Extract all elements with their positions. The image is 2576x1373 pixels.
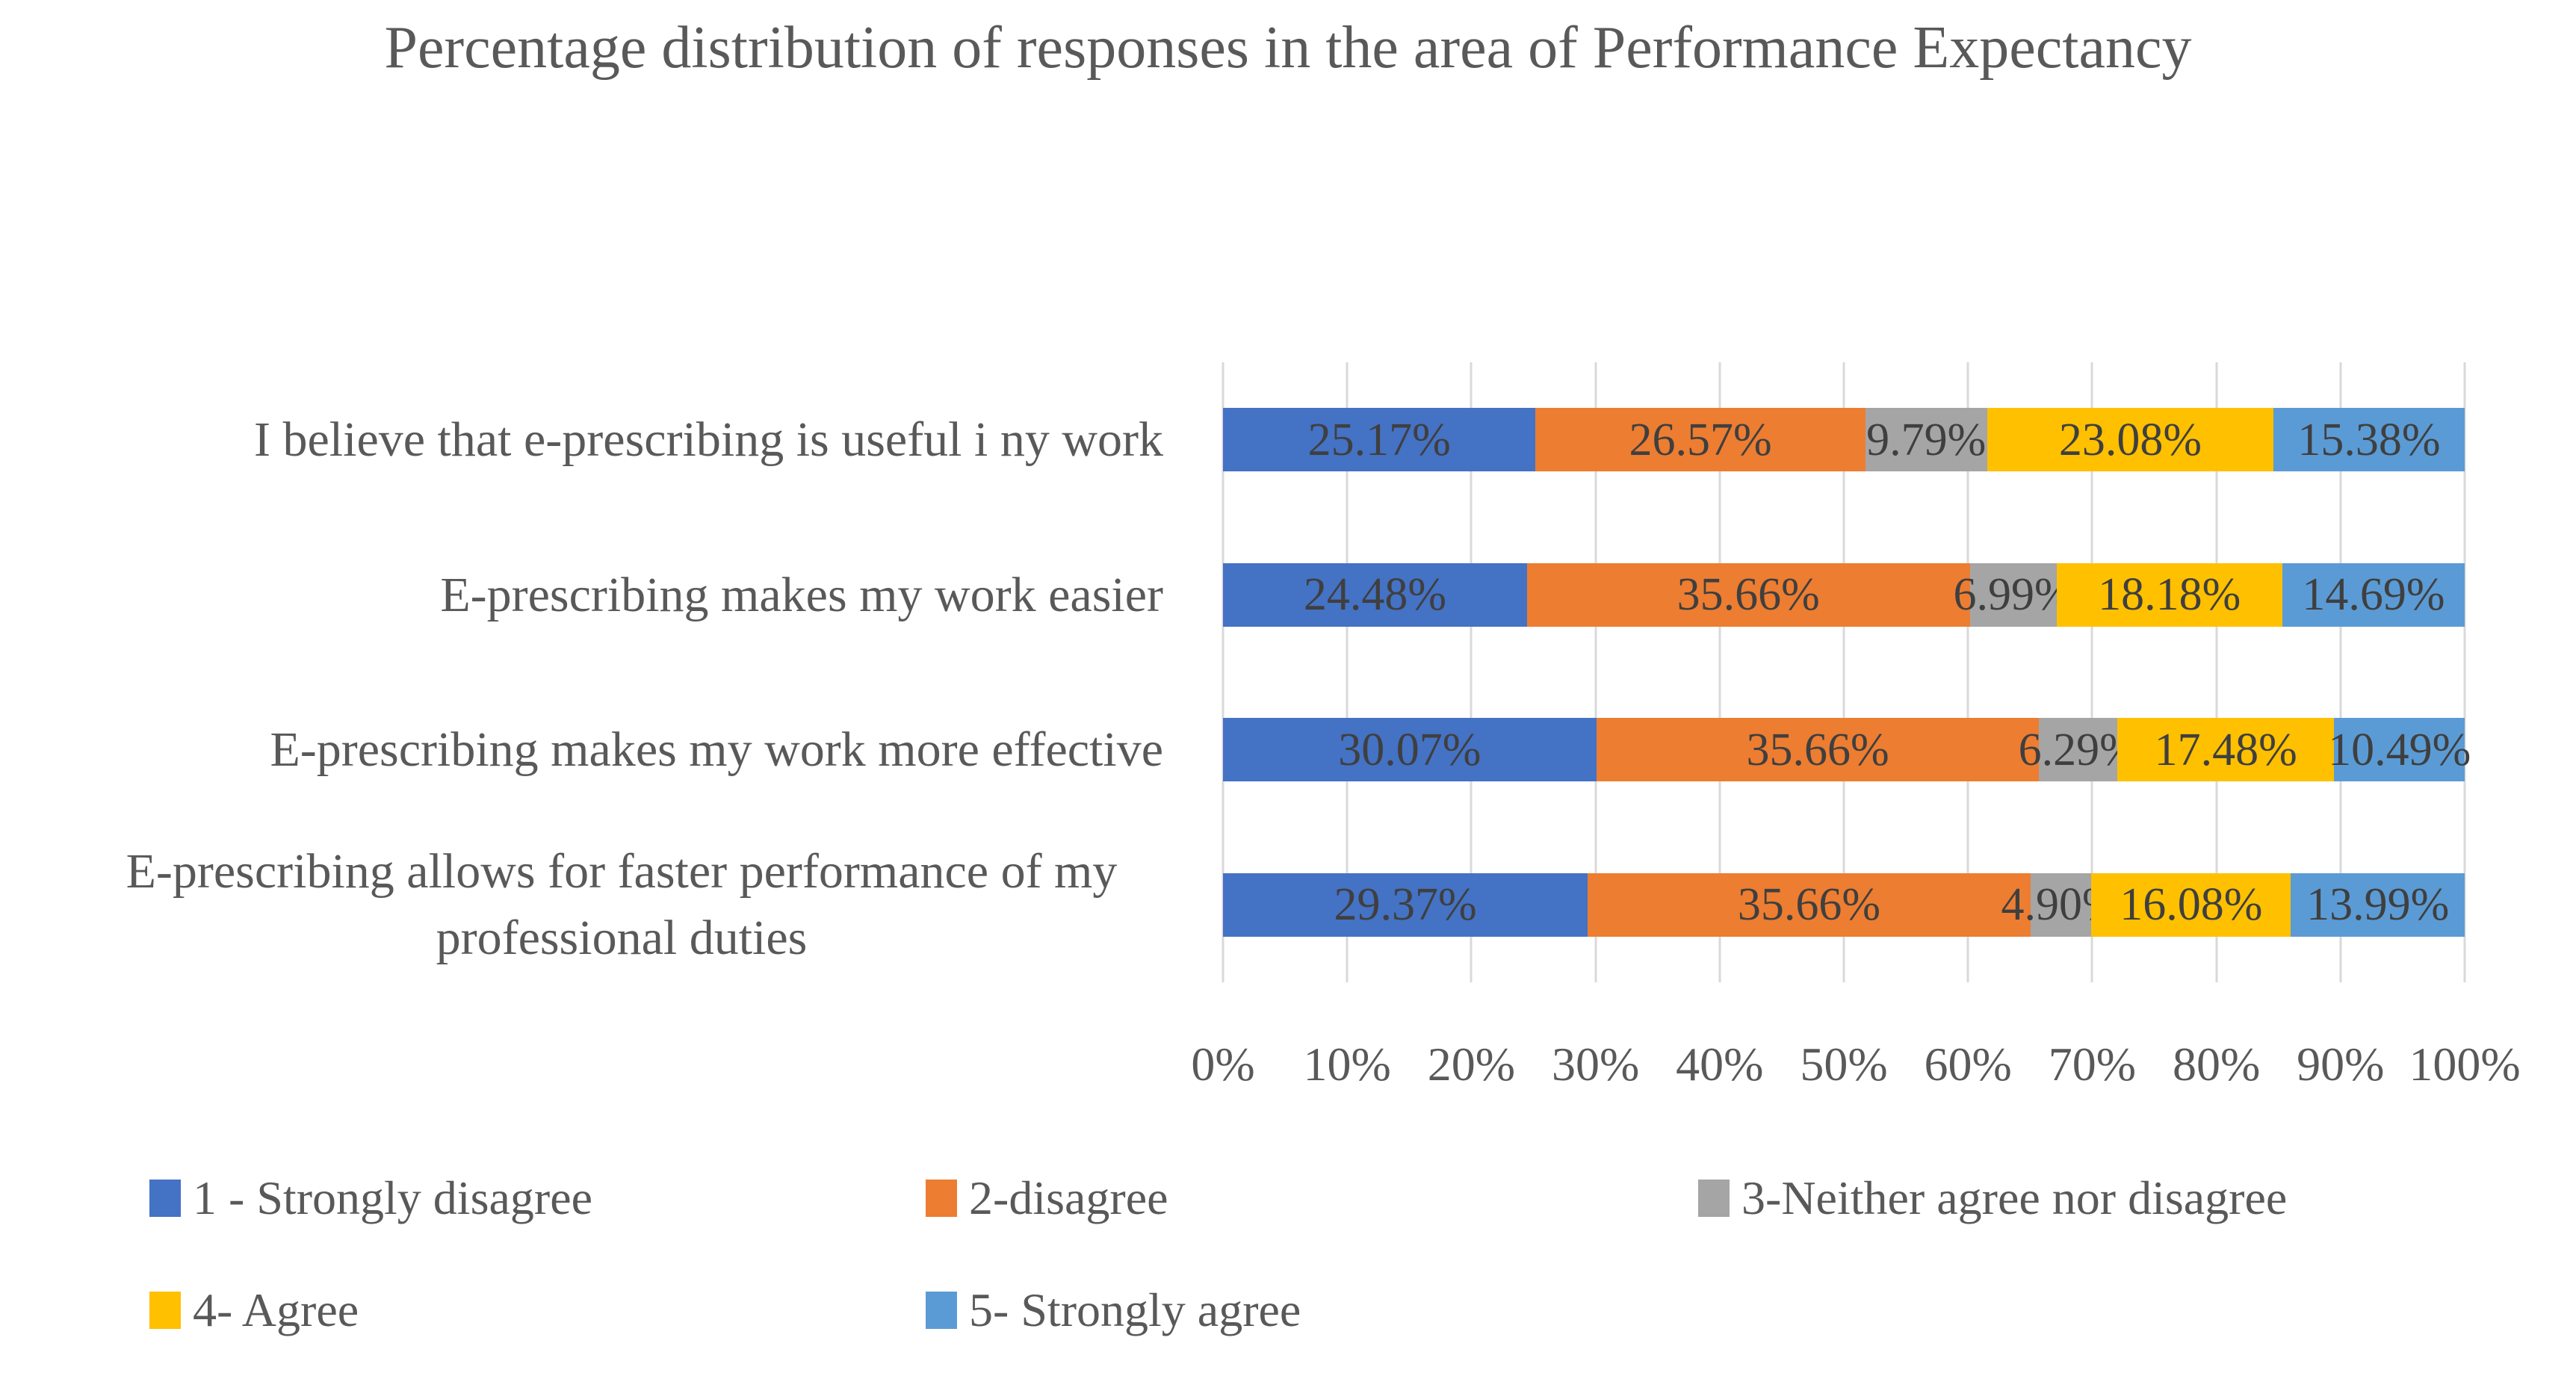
legend-item: 2-disagree (926, 1174, 1168, 1222)
x-tick-label: 50% (1800, 1038, 1888, 1091)
gridline (2463, 362, 2466, 982)
legend-swatch (149, 1292, 181, 1329)
bar-segment: 35.66% (1588, 873, 2031, 937)
legend-label: 1 - Strongly disagree (193, 1171, 592, 1224)
bar-row: 29.37% 35.66% 4.90% 16.08% 13.99% (1223, 873, 2465, 937)
bar-value-label: 13.99% (2306, 879, 2450, 931)
bar-value-label: 30.07% (1338, 724, 1481, 775)
gridline (1346, 362, 1349, 982)
gridline (1222, 362, 1224, 982)
x-tick-label: 30% (1551, 1038, 1640, 1091)
gridline (1718, 362, 1721, 982)
bar-segment: 10.49% (2328, 718, 2471, 782)
x-tick-label: 20% (1427, 1038, 1516, 1091)
bar-value-label: 35.66% (1746, 724, 1889, 775)
bar-segment: 6.29% (2019, 718, 2138, 782)
bar-segment: 15.38% (2273, 408, 2465, 472)
plot-area: 25.17% 26.57% 9.79% 23.08% 15.38% 24.48% 35.66… (1222, 362, 2471, 982)
bar-value-label: 17.48% (2154, 724, 2297, 775)
category-label: E-prescribing makes my work more effecti… (270, 722, 1163, 778)
bar-segment: 14.69% (2282, 562, 2465, 627)
category-axis: I believe that e-prescribing is useful i… (0, 362, 1192, 982)
legend-swatch (926, 1180, 957, 1217)
gridline (2090, 362, 2093, 982)
bar-segment: 9.79% (1865, 408, 1987, 472)
bar-segment: 35.66% (1526, 562, 1970, 627)
chart-title: Percentage distribution of responses in … (384, 15, 2192, 81)
x-tick-label: 90% (2297, 1038, 2385, 1091)
x-tick-label: 100% (2409, 1038, 2521, 1091)
x-tick-label: 70% (2048, 1038, 2137, 1091)
bar-value-label: 15.38% (2297, 414, 2441, 465)
bar-value-label: 35.66% (1737, 879, 1881, 931)
bar-value-label: 9.79% (1866, 414, 1987, 465)
bar-value-label: 23.08% (2058, 414, 2202, 465)
bar-row: 25.17% 26.57% 9.79% 23.08% 15.38% (1223, 408, 2465, 472)
bar-segment: 6.99% (1954, 562, 2073, 627)
x-tick-label: 80% (2172, 1038, 2261, 1091)
x-tick-label: 60% (1924, 1038, 2012, 1091)
x-tick-label: 0% (1191, 1038, 1255, 1091)
bar-value-label: 29.37% (1334, 879, 1477, 931)
bar-value-label: 35.66% (1676, 569, 1820, 621)
legend-item: 3-Neither agree nor disagree (1698, 1174, 2287, 1222)
legend-item: 5- Strongly agree (926, 1286, 1301, 1334)
bar-value-label: 16.08% (2120, 879, 2263, 931)
bar-segment: 18.18% (2056, 562, 2282, 627)
bar-segment: 23.08% (1987, 408, 2274, 472)
legend-swatch (149, 1180, 181, 1217)
x-tick-label: 40% (1676, 1038, 1764, 1091)
legend-label: 2-disagree (969, 1171, 1168, 1224)
bar-segment: 17.48% (2117, 718, 2335, 782)
bar-segment: 29.37% (1223, 873, 1588, 937)
bar-value-label: 14.69% (2302, 569, 2445, 621)
bar-segment: 25.17% (1223, 408, 1536, 472)
legend-label: 3-Neither agree nor disagree (1741, 1171, 2288, 1224)
legend-swatch (1698, 1180, 1730, 1217)
bar-segment: 30.07% (1223, 718, 1597, 782)
bar-value-label: 18.18% (2098, 569, 2241, 621)
legend-item: 4- Agree (149, 1286, 359, 1334)
category-label: I believe that e-prescribing is useful i… (254, 412, 1163, 468)
bar-value-label: 26.57% (1629, 414, 1772, 465)
gridline (1966, 362, 1969, 982)
legend-label: 4- Agree (193, 1283, 359, 1336)
gridline (1594, 362, 1597, 982)
bar-segment: 24.48% (1223, 562, 1527, 627)
bar-value-label: 25.17% (1307, 414, 1451, 465)
legend-label: 5- Strongly agree (969, 1283, 1301, 1336)
category-label: E-prescribing makes my work easier (440, 567, 1163, 622)
bar-segment: 35.66% (1596, 718, 2040, 782)
bar-segment: 4.90% (2001, 873, 2121, 937)
bar-segment: 13.99% (2291, 873, 2465, 937)
bar-value-label: 24.48% (1303, 569, 1446, 621)
bar-value-label: 6.99% (1953, 569, 2073, 621)
legend-swatch (926, 1292, 957, 1329)
x-tick-label: 10% (1303, 1038, 1391, 1091)
bar-value-label: 10.49% (2328, 724, 2471, 775)
gridline (1470, 362, 1473, 982)
bar-segment: 26.57% (1535, 408, 1866, 472)
bar-row: 30.07% 35.66% 6.29% 17.48% 10.49% (1223, 718, 2471, 782)
bar-segment: 16.08% (2091, 873, 2291, 937)
legend-item: 1 - Strongly disagree (149, 1174, 592, 1222)
gridline (2339, 362, 2342, 982)
category-label: E-prescribing allows for faster performa… (126, 844, 1118, 966)
bar-row: 24.48% 35.66% 6.99% 18.18% 14.69% (1223, 562, 2465, 627)
gridline (1842, 362, 1845, 982)
gridline (2215, 362, 2218, 982)
